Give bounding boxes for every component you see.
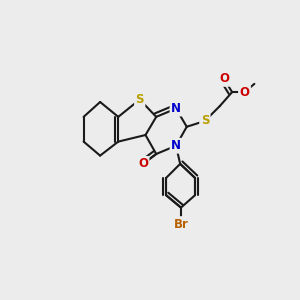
Text: O: O [138,158,148,170]
Text: N: N [171,102,181,115]
Text: O: O [219,72,229,86]
Text: Br: Br [173,218,188,231]
Text: N: N [171,139,181,152]
Text: O: O [239,85,250,99]
Text: S: S [136,93,144,106]
Text: S: S [201,115,209,128]
